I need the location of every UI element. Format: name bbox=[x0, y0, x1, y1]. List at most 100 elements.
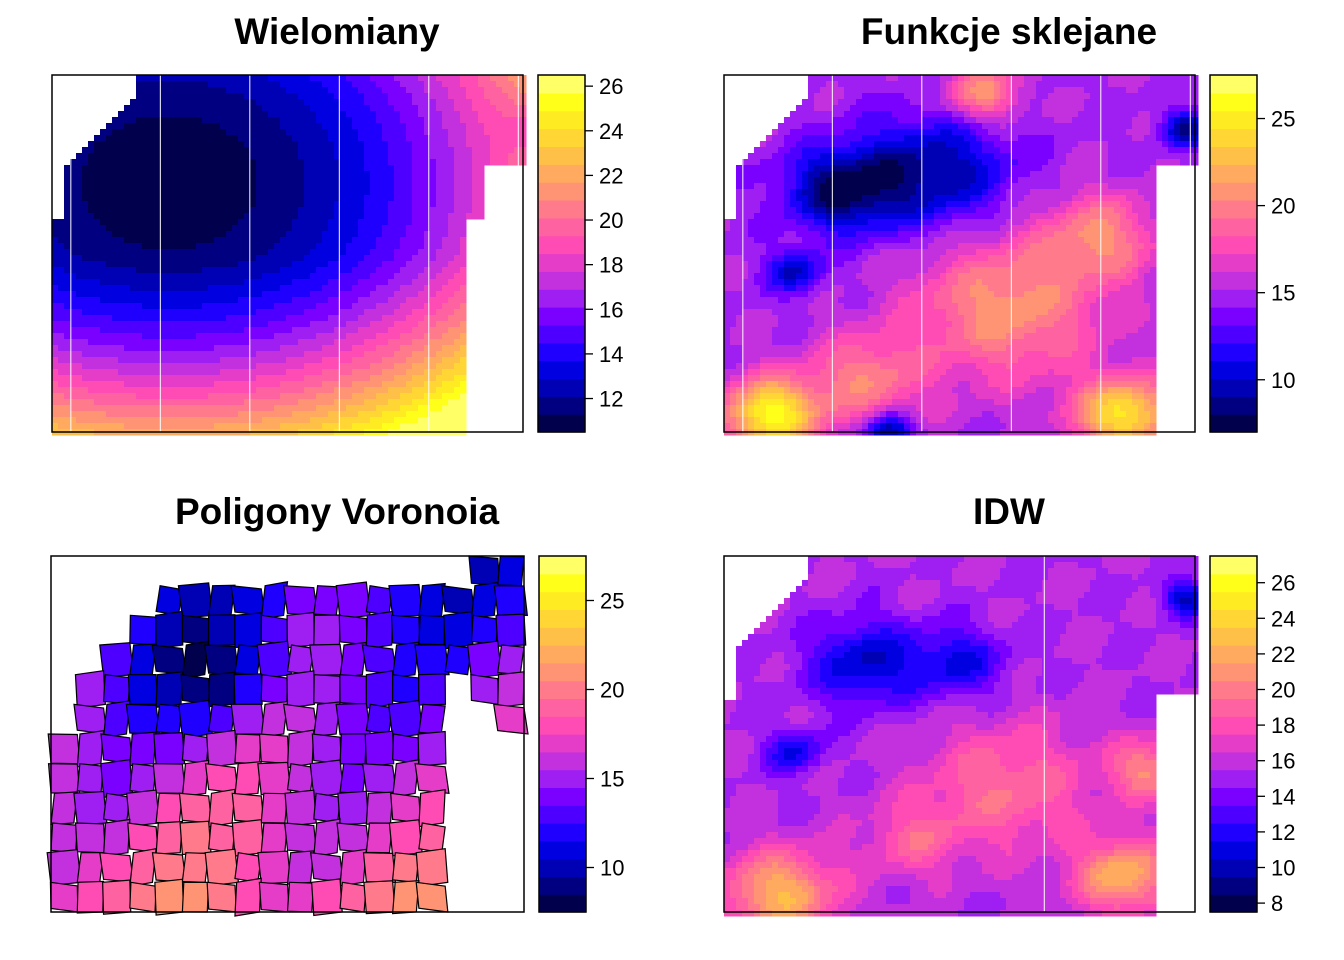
raster-cell bbox=[286, 363, 293, 370]
raster-cell bbox=[886, 111, 893, 118]
raster-cell bbox=[64, 321, 71, 328]
raster-cell bbox=[796, 105, 803, 112]
raster-cell bbox=[166, 279, 173, 286]
raster-cell bbox=[190, 321, 197, 328]
raster-cell bbox=[490, 141, 497, 148]
raster-cell bbox=[70, 387, 77, 394]
raster-cell bbox=[1120, 81, 1127, 88]
raster-cell bbox=[58, 333, 65, 340]
raster-cell bbox=[436, 297, 443, 304]
raster-cell bbox=[1024, 81, 1031, 88]
raster-cell bbox=[460, 297, 467, 304]
raster-cell bbox=[418, 243, 425, 250]
raster-cell bbox=[1096, 111, 1103, 118]
raster-cell bbox=[388, 297, 395, 304]
raster-cell bbox=[436, 351, 443, 358]
raster-cell bbox=[358, 291, 365, 298]
raster-cell bbox=[196, 387, 203, 394]
raster-cell bbox=[382, 327, 389, 334]
raster-cell bbox=[874, 141, 881, 148]
raster-cell bbox=[376, 117, 383, 124]
raster-cell bbox=[136, 207, 143, 214]
raster-cell bbox=[1084, 81, 1091, 88]
raster-cell bbox=[148, 315, 155, 322]
raster-cell bbox=[214, 225, 221, 232]
raster-cell bbox=[190, 405, 197, 412]
raster-cell bbox=[70, 249, 77, 256]
raster-cell bbox=[268, 201, 275, 208]
raster-cell bbox=[430, 255, 437, 262]
raster-cell bbox=[136, 261, 143, 268]
raster-cell bbox=[304, 195, 311, 202]
raster-cell bbox=[130, 399, 137, 406]
raster-cell bbox=[184, 291, 191, 298]
raster-cell bbox=[124, 297, 131, 304]
raster-cell bbox=[418, 117, 425, 124]
raster-cell bbox=[430, 207, 437, 214]
raster-cell bbox=[388, 99, 395, 106]
raster-cell bbox=[274, 99, 281, 106]
raster-cell bbox=[430, 339, 437, 346]
raster-cell bbox=[172, 81, 179, 88]
raster-cell bbox=[226, 339, 233, 346]
raster-cell bbox=[922, 105, 929, 112]
raster-cell bbox=[304, 327, 311, 334]
raster-cell bbox=[280, 261, 287, 268]
raster-cell bbox=[160, 369, 167, 376]
raster-cell bbox=[154, 309, 161, 316]
raster-cell bbox=[166, 321, 173, 328]
raster-cell bbox=[226, 423, 233, 430]
raster-cell bbox=[304, 105, 311, 112]
raster-cell bbox=[154, 177, 161, 184]
raster-cell bbox=[292, 261, 299, 268]
raster-cell bbox=[100, 153, 107, 160]
raster-cell bbox=[1102, 99, 1109, 106]
raster-cell bbox=[460, 339, 467, 346]
raster-cell bbox=[268, 231, 275, 238]
raster-cell bbox=[484, 99, 491, 106]
raster-cell bbox=[412, 333, 419, 340]
raster-cell bbox=[430, 285, 437, 292]
raster-cell bbox=[154, 333, 161, 340]
raster-cell bbox=[904, 75, 911, 82]
raster-cell bbox=[406, 393, 413, 400]
raster-cell bbox=[322, 267, 329, 274]
raster-cell bbox=[304, 279, 311, 286]
raster-cell bbox=[508, 99, 515, 106]
raster-cell bbox=[418, 375, 425, 382]
raster-cell bbox=[292, 333, 299, 340]
raster-cell bbox=[268, 255, 275, 262]
raster-cell bbox=[292, 93, 299, 100]
raster-cell bbox=[442, 345, 449, 352]
raster-cell bbox=[358, 93, 365, 100]
raster-cell bbox=[394, 237, 401, 244]
raster-cell bbox=[340, 231, 347, 238]
raster-cell bbox=[256, 303, 263, 310]
raster-cell bbox=[1036, 81, 1043, 88]
raster-cell bbox=[1042, 75, 1049, 82]
raster-cell bbox=[1126, 99, 1133, 106]
raster-cell bbox=[358, 105, 365, 112]
raster-cell bbox=[220, 231, 227, 238]
raster-cell bbox=[238, 303, 245, 310]
raster-cell bbox=[238, 189, 245, 196]
raster-cell bbox=[298, 315, 305, 322]
raster-cell bbox=[154, 219, 161, 226]
raster-cell bbox=[850, 135, 857, 142]
raster-cell bbox=[208, 123, 215, 130]
raster-cell bbox=[388, 279, 395, 286]
raster-cell bbox=[448, 153, 455, 160]
raster-cell bbox=[454, 207, 461, 214]
raster-cell bbox=[946, 87, 953, 94]
raster-cell bbox=[310, 393, 317, 400]
raster-cell bbox=[274, 405, 281, 412]
raster-cell bbox=[262, 177, 269, 184]
raster-cell bbox=[220, 345, 227, 352]
raster-cell bbox=[436, 291, 443, 298]
raster-cell bbox=[304, 345, 311, 352]
raster-cell bbox=[262, 75, 269, 82]
raster-cell bbox=[268, 75, 275, 82]
raster-cell bbox=[106, 129, 113, 136]
raster-cell bbox=[244, 201, 251, 208]
raster-cell bbox=[430, 141, 437, 148]
